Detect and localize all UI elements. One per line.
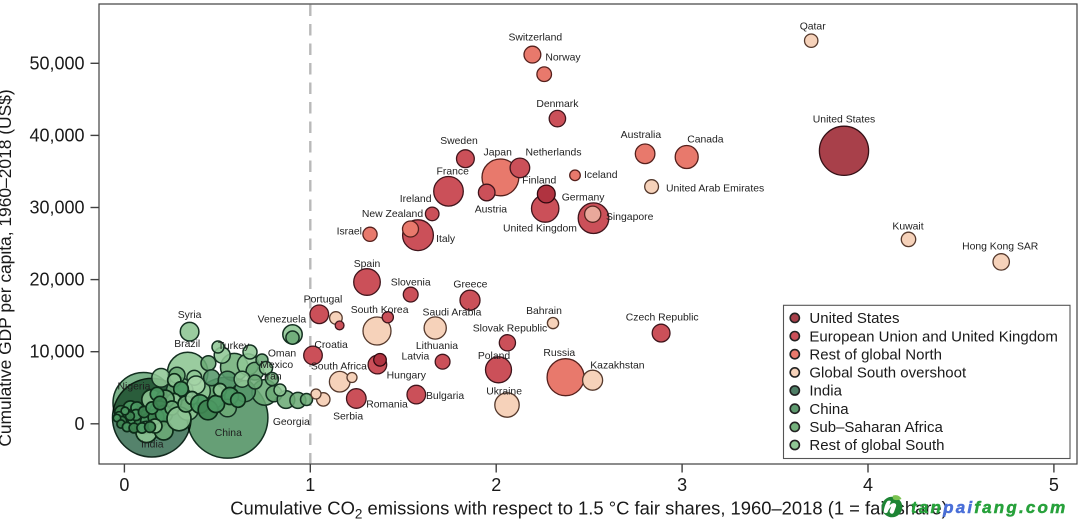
svg-text:India: India xyxy=(809,383,842,400)
svg-text:China: China xyxy=(809,401,849,418)
svg-text:Slovenia: Slovenia xyxy=(391,278,431,289)
svg-text:Poland: Poland xyxy=(478,351,511,362)
svg-text:Australia: Australia xyxy=(621,130,662,141)
svg-text:Israel: Israel xyxy=(337,227,362,238)
svg-text:5: 5 xyxy=(1049,475,1059,495)
svg-text:Oman: Oman xyxy=(268,349,297,360)
svg-text:China: China xyxy=(215,428,242,439)
svg-text:Venezuela: Venezuela xyxy=(258,314,307,325)
svg-text:Saudi Arabia: Saudi Arabia xyxy=(423,308,482,319)
svg-text:Lithuania: Lithuania xyxy=(416,341,458,352)
svg-text:Germany: Germany xyxy=(562,193,606,204)
svg-text:0: 0 xyxy=(119,475,129,495)
svg-text:Austria: Austria xyxy=(475,205,508,216)
svg-text:Iceland: Iceland xyxy=(584,170,618,181)
svg-text:Brazil: Brazil xyxy=(174,339,200,350)
svg-text:Croatia: Croatia xyxy=(314,340,348,351)
svg-text:United States: United States xyxy=(809,310,899,327)
svg-text:20,000: 20,000 xyxy=(29,270,84,290)
svg-text:Iran: Iran xyxy=(264,372,282,383)
svg-text:Cumulative GDP per capita, 196: Cumulative GDP per capita, 1960–2018 (US… xyxy=(0,89,15,446)
svg-text:India: India xyxy=(141,440,164,451)
svg-text:South Korea: South Korea xyxy=(351,305,409,316)
svg-text:Kuwait: Kuwait xyxy=(892,222,923,233)
svg-text:Greece: Greece xyxy=(453,280,487,291)
svg-text:3: 3 xyxy=(677,475,687,495)
svg-text:Serbia: Serbia xyxy=(333,412,363,423)
svg-text:United Kingdom: United Kingdom xyxy=(503,224,577,235)
svg-text:0: 0 xyxy=(74,414,84,434)
svg-text:Hungary: Hungary xyxy=(387,370,427,381)
svg-text:Czech Republic: Czech Republic xyxy=(626,313,699,324)
svg-text:Bulgaria: Bulgaria xyxy=(426,391,464,402)
svg-text:10,000: 10,000 xyxy=(29,342,84,362)
svg-text:Ireland: Ireland xyxy=(400,194,432,205)
svg-text:Hong Kong SAR: Hong Kong SAR xyxy=(962,242,1039,253)
svg-text:Rest of global North: Rest of global North xyxy=(809,346,942,363)
svg-text:Sweden: Sweden xyxy=(440,136,478,147)
svg-text:Bahrain: Bahrain xyxy=(526,306,562,317)
svg-text:Portugal: Portugal xyxy=(304,295,343,306)
svg-text:United States: United States xyxy=(813,115,875,126)
svg-text:New Zealand: New Zealand xyxy=(362,209,423,220)
svg-text:Japan: Japan xyxy=(484,148,513,159)
svg-text:South Africa: South Africa xyxy=(311,362,367,373)
svg-text:Rest of global South: Rest of global South xyxy=(809,437,944,454)
svg-text:Turkey: Turkey xyxy=(218,341,250,352)
svg-text:European Union and United King: European Union and United Kingdom xyxy=(809,328,1058,345)
svg-text:United Arab Emirates: United Arab Emirates xyxy=(666,183,764,194)
svg-text:tanpaifang.com: tanpaifang.com xyxy=(911,498,1067,517)
svg-text:Qatar: Qatar xyxy=(800,22,827,33)
svg-text:Canada: Canada xyxy=(687,134,724,145)
svg-text:1: 1 xyxy=(305,475,315,495)
svg-text:Syria: Syria xyxy=(178,310,202,321)
svg-text:Ukraine: Ukraine xyxy=(486,387,522,398)
svg-text:Russia: Russia xyxy=(543,348,575,359)
svg-text:Italy: Italy xyxy=(436,234,456,245)
svg-text:Switzerland: Switzerland xyxy=(508,33,562,44)
svg-text:Sub–Saharan Africa: Sub–Saharan Africa xyxy=(809,419,943,436)
svg-text:Spain: Spain xyxy=(354,259,381,270)
svg-text:30,000: 30,000 xyxy=(29,198,84,218)
svg-text:Finland: Finland xyxy=(522,176,556,187)
svg-text:2: 2 xyxy=(491,475,501,495)
svg-text:Netherlands: Netherlands xyxy=(525,148,581,159)
svg-text:Global South overshoot: Global South overshoot xyxy=(809,365,967,382)
svg-text:Denmark: Denmark xyxy=(536,99,579,110)
svg-text:Singapore: Singapore xyxy=(606,212,654,223)
svg-text:50,000: 50,000 xyxy=(29,53,84,73)
svg-text:4: 4 xyxy=(863,475,873,495)
svg-text:Nigeria: Nigeria xyxy=(118,381,151,392)
svg-text:Latvia: Latvia xyxy=(402,352,430,363)
svg-text:Cumulative CO2 emissions with: Cumulative CO2 emissions with respect to… xyxy=(230,498,948,522)
svg-text:40,000: 40,000 xyxy=(29,125,84,145)
svg-text:Georgia: Georgia xyxy=(273,417,310,428)
svg-text:France: France xyxy=(437,167,470,178)
svg-text:Kazakhstan: Kazakhstan xyxy=(590,361,645,372)
svg-text:Romania: Romania xyxy=(366,399,408,410)
svg-text:Norway: Norway xyxy=(545,53,581,64)
svg-text:Mexico: Mexico xyxy=(260,360,293,371)
svg-text:Slovak Republic: Slovak Republic xyxy=(473,324,548,335)
